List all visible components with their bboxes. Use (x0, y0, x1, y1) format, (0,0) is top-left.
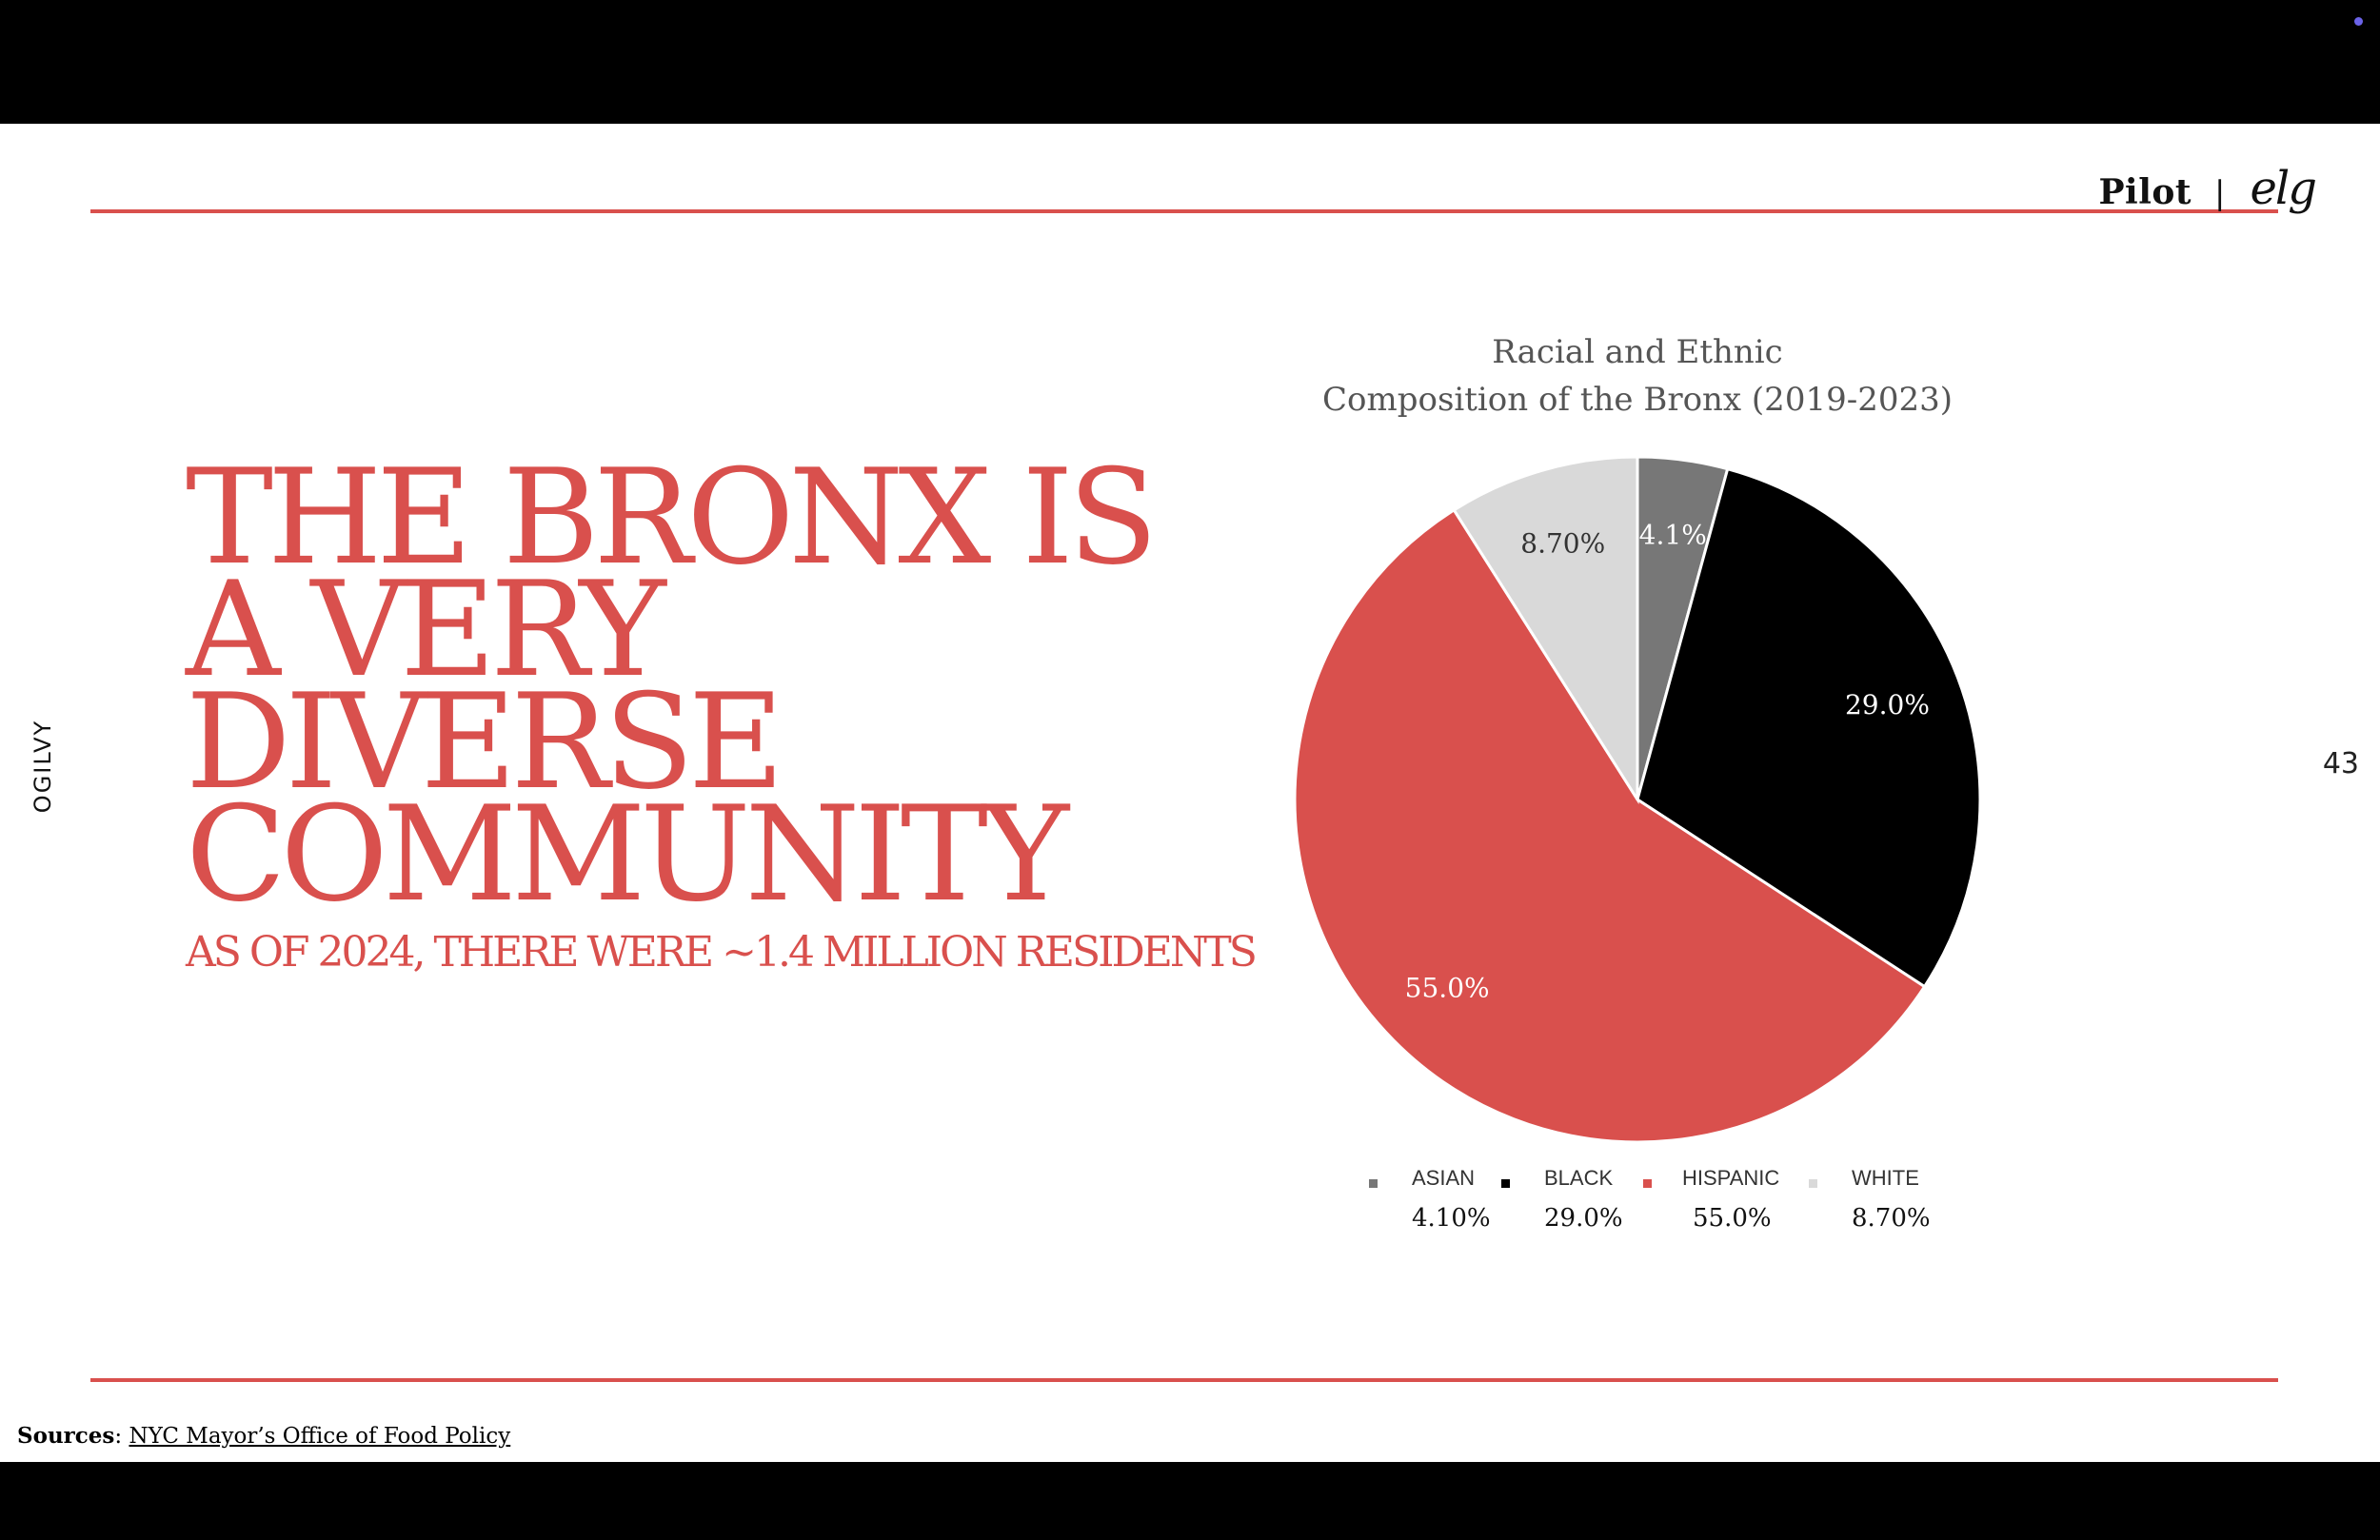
pie-chart: 4.1% 29.0% 55.0% 8.70% (1293, 455, 1982, 1144)
headline-line-2: A VERY (186, 553, 666, 706)
chart-title: Racial and Ethnic Composition of the Bro… (1257, 328, 2018, 424)
headline-subtitle: AS OF 2024, THERE WERE ~1.4 MILLION RESI… (186, 928, 1258, 977)
legend-value-black: 29.0% (1544, 1204, 1623, 1233)
legend-label-hispanic: HISPANIC (1682, 1166, 1780, 1190)
brand-header: Pilot | elg (2098, 162, 2317, 215)
headline: THE BRONX IS A VERY DIVERSE COMMUNITY AS… (186, 441, 1258, 977)
chart-legend: ASIAN 4.10% BLACK 29.0% HISPANIC 55.0% WHITE 8.… (1352, 1166, 1961, 1271)
top-letterbox-bar (0, 0, 2380, 124)
legend-value-hispanic: 55.0% (1693, 1204, 1772, 1233)
headline-line-1: THE BRONX IS (186, 441, 1158, 594)
legend-label-white: WHITE (1852, 1166, 1919, 1190)
brand-pilot: Pilot (2098, 172, 2192, 212)
sources-label: Sources (17, 1423, 115, 1449)
pie-label-black: 29.0% (1845, 689, 1930, 721)
legend-swatch-hispanic (1643, 1179, 1652, 1188)
bottom-letterbox-bar (0, 1462, 2380, 1540)
pie-label-hispanic: 55.0% (1405, 972, 1490, 1003)
top-divider (90, 209, 2278, 213)
chart-title-line-1: Racial and Ethnic (1492, 333, 1783, 371)
side-agency-label: OGILVY (30, 719, 56, 814)
chart-title-line-2: Composition of the Bronx (2019-2023) (1321, 381, 1953, 419)
pie-slice-hispanic (1293, 507, 1927, 1144)
pie-slice-white (1452, 455, 1639, 805)
brand-separator: | (2214, 174, 2226, 212)
legend-value-white: 8.70% (1852, 1204, 1931, 1233)
legend-swatch-asian (1369, 1179, 1378, 1188)
slide: Pilot | elg OGILVY 43 THE BRONX IS A VER… (0, 124, 2380, 1462)
legend-value-asian: 4.10% (1412, 1204, 1491, 1233)
pie-label-asian: 4.1% (1639, 520, 1707, 551)
page-number: 43 (2322, 747, 2359, 780)
camera-indicator-icon (2354, 17, 2363, 26)
sources-note: Sources: NYC Mayor’s Office of Food Poli… (17, 1423, 511, 1449)
elg-logo: elg (2250, 162, 2317, 215)
legend-label-black: BLACK (1544, 1166, 1614, 1190)
sources-link[interactable]: NYC Mayor’s Office of Food Policy (129, 1424, 511, 1449)
pie-label-white: 8.70% (1520, 527, 1605, 559)
pie-slice-black (1636, 466, 1982, 989)
headline-line-4: COMMUNITY (186, 778, 1069, 931)
legend-label-asian: ASIAN (1412, 1166, 1476, 1190)
bottom-divider (90, 1378, 2278, 1382)
headline-line-3: DIVERSE (186, 665, 784, 819)
legend-swatch-white (1809, 1179, 1817, 1188)
legend-swatch-black (1501, 1179, 1510, 1188)
